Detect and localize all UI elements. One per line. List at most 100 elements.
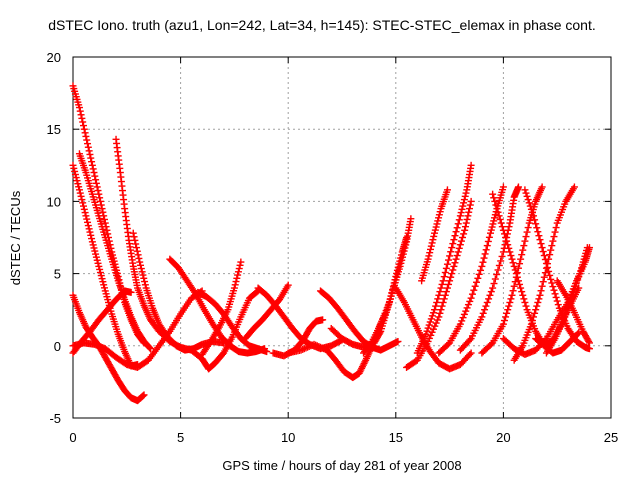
plus-marker xyxy=(453,252,461,260)
plus-marker xyxy=(570,183,578,191)
plus-marker xyxy=(100,281,108,289)
plus-marker xyxy=(427,331,435,339)
plus-marker xyxy=(462,189,470,197)
plus-marker xyxy=(453,224,461,232)
plus-marker xyxy=(452,228,460,236)
plus-marker xyxy=(500,230,508,238)
plus-marker xyxy=(534,228,542,236)
plus-marker xyxy=(545,267,553,275)
plus-marker xyxy=(441,291,449,299)
plus-marker xyxy=(432,319,440,327)
plus-marker xyxy=(88,235,96,243)
plus-marker xyxy=(437,306,445,314)
plus-marker xyxy=(431,306,439,314)
plus-marker xyxy=(441,269,449,277)
plus-marker xyxy=(88,238,96,246)
plus-marker xyxy=(436,208,444,216)
plus-marker xyxy=(531,309,539,317)
plus-marker xyxy=(487,226,495,234)
plus-marker xyxy=(302,344,310,352)
plus-marker xyxy=(505,223,513,231)
plus-marker xyxy=(424,324,432,332)
plus-marker xyxy=(234,271,242,279)
plus-marker xyxy=(449,266,457,274)
plus-marker xyxy=(522,233,530,241)
plus-marker xyxy=(508,255,516,263)
plus-marker xyxy=(403,234,411,241)
data-series xyxy=(327,215,415,351)
plus-marker xyxy=(141,278,149,286)
plus-marker xyxy=(81,129,89,137)
plot-frame xyxy=(72,56,612,419)
plus-marker xyxy=(491,214,499,222)
plus-marker xyxy=(445,256,453,264)
plus-marker xyxy=(483,298,491,306)
x-tick-label: 15 xyxy=(389,430,403,445)
plus-marker xyxy=(492,201,500,209)
plus-marker xyxy=(435,291,443,299)
data-series xyxy=(69,161,142,370)
plus-marker xyxy=(140,274,148,282)
plus-marker xyxy=(313,342,321,350)
plus-marker xyxy=(367,339,375,347)
plus-marker xyxy=(316,343,324,351)
plus-marker xyxy=(69,161,77,169)
data-series xyxy=(360,234,411,357)
plus-marker xyxy=(510,262,518,270)
plus-marker xyxy=(541,336,549,344)
plus-marker xyxy=(452,255,460,263)
plus-marker xyxy=(497,219,505,227)
plus-marker xyxy=(520,295,528,303)
plus-marker xyxy=(137,265,145,273)
plus-marker xyxy=(435,313,443,321)
plus-marker xyxy=(493,205,501,213)
plus-marker xyxy=(585,337,593,345)
plus-marker xyxy=(474,274,482,282)
plus-marker xyxy=(533,302,541,310)
plus-marker xyxy=(133,247,141,255)
plus-marker xyxy=(433,316,441,324)
plus-marker xyxy=(494,208,502,216)
plus-marker xyxy=(486,229,494,237)
plus-marker xyxy=(547,246,555,254)
plus-marker xyxy=(508,291,516,299)
plus-marker xyxy=(357,366,365,374)
data-series xyxy=(521,186,593,353)
plus-marker xyxy=(459,234,467,241)
plus-marker xyxy=(541,269,549,277)
plus-marker xyxy=(393,269,401,277)
plus-marker xyxy=(304,343,312,351)
plus-marker xyxy=(551,290,559,298)
plus-marker xyxy=(310,340,318,348)
plus-marker xyxy=(92,253,100,261)
plus-marker xyxy=(78,114,86,122)
plus-marker xyxy=(79,199,87,207)
plus-marker xyxy=(442,288,450,296)
plus-marker xyxy=(76,189,84,197)
plus-marker xyxy=(471,282,479,290)
plus-marker xyxy=(549,283,557,291)
plus-marker xyxy=(318,344,326,352)
data-series xyxy=(392,284,475,373)
plus-marker xyxy=(438,302,446,310)
plus-marker xyxy=(233,274,241,282)
plus-marker xyxy=(527,205,535,213)
plus-marker xyxy=(428,312,436,320)
plus-marker xyxy=(300,345,308,353)
plus-marker xyxy=(478,262,486,270)
plus-marker xyxy=(88,158,96,166)
plus-marker xyxy=(423,327,431,335)
plus-marker xyxy=(512,270,520,278)
plus-marker xyxy=(360,359,368,367)
plus-marker xyxy=(83,136,91,144)
plus-marker xyxy=(538,282,546,290)
plus-marker xyxy=(97,272,105,280)
plus-marker xyxy=(90,169,98,177)
plus-marker xyxy=(517,284,525,292)
x-tick-label: 5 xyxy=(177,430,184,445)
plus-marker xyxy=(463,215,471,223)
plus-marker xyxy=(445,280,453,288)
plus-marker xyxy=(466,350,474,358)
plus-marker xyxy=(509,259,517,267)
plus-marker xyxy=(422,330,430,338)
